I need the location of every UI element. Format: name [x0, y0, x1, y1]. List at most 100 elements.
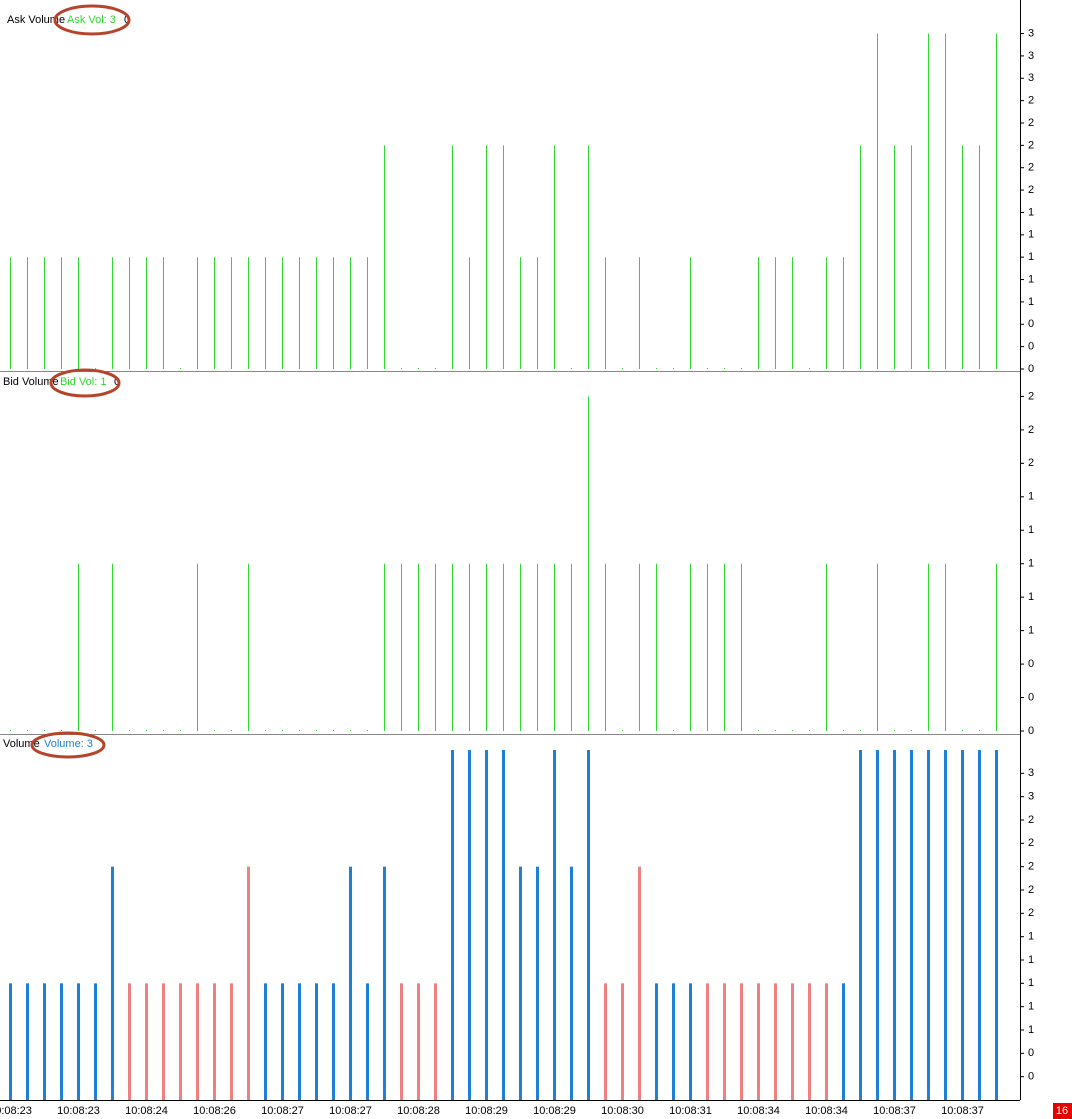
- bar: [554, 145, 555, 369]
- bar: [146, 257, 147, 369]
- bar: [417, 983, 420, 1100]
- bar: [758, 257, 759, 369]
- bar: [588, 396, 589, 731]
- bar: [876, 750, 879, 1100]
- highlight-ellipse: [49, 368, 121, 398]
- bar: [605, 257, 606, 369]
- bar: [316, 257, 317, 369]
- bar: [145, 983, 148, 1100]
- y-tick-label: 2: [1028, 907, 1034, 919]
- bar: [893, 750, 896, 1100]
- y-tick-label: 1: [1028, 931, 1034, 943]
- y-tick-label: 0: [1028, 658, 1034, 670]
- x-tick-label: 10:08:26: [193, 1105, 236, 1117]
- y-tick-label: 2: [1028, 139, 1034, 151]
- bar: [520, 257, 521, 369]
- y-tick-label: 3: [1028, 72, 1034, 84]
- bar: [639, 257, 640, 369]
- bar: [401, 368, 402, 369]
- bar: [265, 257, 266, 369]
- bar: [944, 750, 947, 1100]
- y-tick-label: 1: [1028, 206, 1034, 218]
- y-tick-label: 1: [1028, 1024, 1034, 1036]
- bar: [418, 563, 419, 731]
- pane-value: Volume: 3: [44, 738, 93, 750]
- bar: [655, 983, 658, 1100]
- pane-value: Bid Vol: 1: [60, 376, 106, 388]
- bar: [978, 750, 981, 1100]
- bar: [723, 983, 726, 1100]
- x-tick-label: 10:08:29: [533, 1105, 576, 1117]
- bar: [791, 983, 794, 1100]
- y-tick-label: 3: [1028, 767, 1034, 779]
- bar: [231, 257, 232, 369]
- bar: [571, 563, 572, 731]
- bar: [367, 730, 368, 731]
- bar: [605, 563, 606, 731]
- bar: [179, 983, 182, 1100]
- bar: [401, 563, 402, 731]
- bar: [774, 983, 777, 1100]
- bar: [298, 983, 301, 1100]
- bar: [775, 257, 776, 369]
- badge-box: [1053, 1103, 1072, 1119]
- bar: [622, 368, 623, 369]
- bar: [44, 257, 45, 369]
- bar: [27, 257, 28, 369]
- bar: [384, 145, 385, 369]
- bar: [639, 563, 640, 731]
- bar: [299, 257, 300, 369]
- bar: [469, 563, 470, 731]
- bar: [231, 730, 232, 731]
- y-tick-label: 2: [1028, 424, 1034, 436]
- badge: 16: [1056, 1105, 1068, 1117]
- bar: [129, 257, 130, 369]
- y-tick-label: 1: [1028, 229, 1034, 241]
- bar: [945, 563, 946, 731]
- bar: [95, 730, 96, 731]
- bar: [910, 750, 913, 1100]
- bar: [197, 257, 198, 369]
- y-tick-label: 2: [1028, 861, 1034, 873]
- bar: [214, 257, 215, 369]
- bar: [27, 730, 28, 731]
- bar: [877, 563, 878, 731]
- bar: [418, 368, 419, 369]
- y-tick-label: 2: [1028, 117, 1034, 129]
- x-tick-label: 10:08:27: [261, 1105, 304, 1117]
- bar: [996, 563, 997, 731]
- bar: [843, 257, 844, 369]
- bar: [196, 983, 199, 1100]
- bar: [707, 563, 708, 731]
- bar: [282, 257, 283, 369]
- bar: [350, 730, 351, 731]
- bar: [928, 563, 929, 731]
- bar: [247, 866, 250, 1100]
- bar: [979, 145, 980, 369]
- bar: [400, 983, 403, 1100]
- bar: [877, 33, 878, 369]
- bar: [10, 257, 11, 369]
- bar: [197, 563, 198, 731]
- bar: [486, 145, 487, 369]
- bar: [299, 730, 300, 731]
- bar: [129, 730, 130, 731]
- bar: [894, 730, 895, 731]
- bar: [384, 563, 385, 731]
- y-tick-label: 0: [1028, 363, 1034, 375]
- y-tick-label: 3: [1028, 50, 1034, 62]
- bar: [962, 145, 963, 369]
- highlight-ellipse: [30, 731, 106, 759]
- pane-title: Ask Volume: [7, 14, 65, 26]
- x-tick-label: 10:08:23: [57, 1105, 100, 1117]
- bar: [894, 145, 895, 369]
- y-tick-label: 2: [1028, 95, 1034, 107]
- bar: [860, 730, 861, 731]
- bar: [706, 983, 709, 1100]
- bar: [826, 563, 827, 731]
- bar: [78, 257, 79, 369]
- bar: [656, 368, 657, 369]
- bar: [281, 983, 284, 1100]
- bar: [689, 983, 692, 1100]
